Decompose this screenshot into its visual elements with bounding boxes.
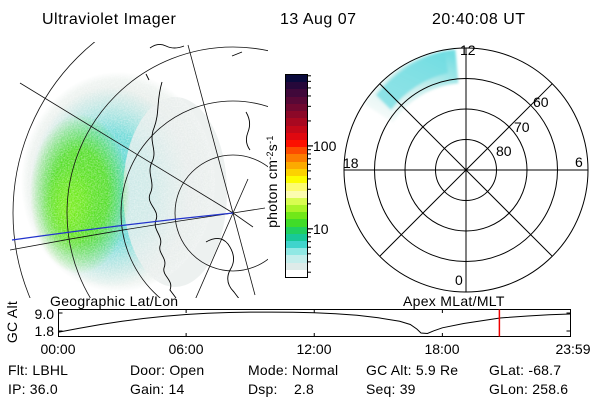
polar-aurora-blob: [364, 49, 459, 123]
colorbar-band: [286, 269, 307, 278]
mlt-label-18: 18: [343, 155, 359, 171]
colorbar-band: [286, 241, 307, 249]
colorbar-band: [286, 183, 307, 191]
antarctica-coastline: [145, 43, 251, 298]
mlt-label-12: 12: [460, 42, 476, 58]
status-door: Door: Open: [130, 362, 205, 378]
status-ip: IP: 36.0: [8, 381, 58, 397]
xtick-1800: 18:00: [424, 341, 460, 357]
colorbar-band: [286, 248, 307, 256]
colorbar-unit-label: photon cm-2s-1: [248, 115, 296, 265]
status-gain: Gain: 14: [130, 381, 185, 397]
colorbar-band: [286, 103, 307, 112]
colorbar-band: [286, 132, 307, 140]
colorbar-band: [286, 204, 307, 213]
status-glon: GLon: 258.6: [489, 381, 569, 397]
colorbar-band: [286, 118, 307, 126]
colorbar-band: [286, 96, 307, 104]
orbit-track-line: [11, 212, 234, 241]
instrument-title: Ultraviolet Imager: [42, 11, 177, 28]
unit-base-1: photon cm: [264, 159, 280, 228]
mlat-label-70: 70: [514, 119, 530, 135]
colorbar-band: [286, 226, 307, 234]
polar-mlt-panel: 12 18 6 0 60 70 80: [343, 42, 589, 293]
status-seq: Seq: 39: [366, 381, 416, 397]
colorbar-band: [286, 219, 307, 227]
status-flt: Flt: LBHL: [8, 362, 69, 378]
colorbar-band: [286, 168, 307, 177]
strip-chart-svg: [58, 309, 571, 337]
unit-base-2: s: [264, 143, 280, 152]
colorbar-tick-label-10: 10: [313, 220, 329, 237]
ytick-1-8: 1.8: [34, 323, 54, 339]
colorbar-band: [286, 75, 307, 83]
colorbar-band: [286, 125, 307, 133]
colorbar-band: [286, 255, 307, 263]
colorbar-band: [286, 139, 307, 148]
status-glat: GLat: -68.7: [489, 362, 562, 378]
xtick-0000: 00:00: [40, 341, 76, 357]
colorbar-band: [286, 161, 307, 169]
unit-sup-2: -1: [265, 135, 275, 144]
ytick-9: 9.0: [34, 306, 54, 322]
colorbar-ticks-svg: [307, 75, 313, 273]
altitude-curve: [58, 311, 571, 335]
xtick-0600: 06:00: [168, 341, 204, 357]
unit-sup-1: -2: [265, 151, 275, 160]
status-mode: Mode: Normal: [248, 362, 339, 378]
colorbar-band: [286, 197, 307, 205]
colorbar-band: [286, 147, 307, 155]
date-label: 13 Aug 07: [280, 11, 357, 28]
auroral-image-disk: [21, 72, 227, 292]
colorbar-band: [286, 111, 307, 119]
mlat-label-60: 60: [533, 94, 549, 110]
status-dsp: Dsp: 2.8: [248, 381, 315, 397]
strip-chart-frame: [58, 309, 571, 337]
geographic-map-panel: [10, 42, 268, 298]
geo-panel-caption: Geographic Lat/Lon: [50, 293, 179, 309]
time-label: 20:40:08 UT: [432, 11, 526, 28]
polar-panel-caption: Apex MLat/MLT: [403, 293, 505, 309]
colorbar-band: [286, 82, 307, 90]
mlt-label-0: 0: [455, 272, 463, 288]
gc-alt-axis-label: GC Alt: [4, 300, 20, 344]
colorbar-band: [286, 190, 307, 198]
colorbar-band: [286, 262, 307, 270]
mlat-label-80: 80: [496, 143, 512, 159]
xtick-1200: 12:00: [296, 341, 332, 357]
xtick-2359: 23:59: [555, 341, 591, 357]
colorbar-tick-label-100: 100: [313, 137, 337, 154]
colorbar-band: [286, 233, 307, 242]
colorbar-band: [286, 154, 307, 162]
colorbar-band: [286, 89, 307, 97]
colorbar-bands: [285, 74, 308, 278]
polar-labels: 12 18 6 0 60 70 80: [343, 42, 583, 288]
speckle-texture: [21, 72, 215, 292]
mlt-label-6: 6: [575, 154, 583, 170]
polar-grid: [343, 47, 589, 293]
colorbar-band: [286, 212, 307, 220]
colorbar-band: [286, 176, 307, 184]
status-gcalt: GC Alt: 5.9 Re: [366, 362, 459, 378]
